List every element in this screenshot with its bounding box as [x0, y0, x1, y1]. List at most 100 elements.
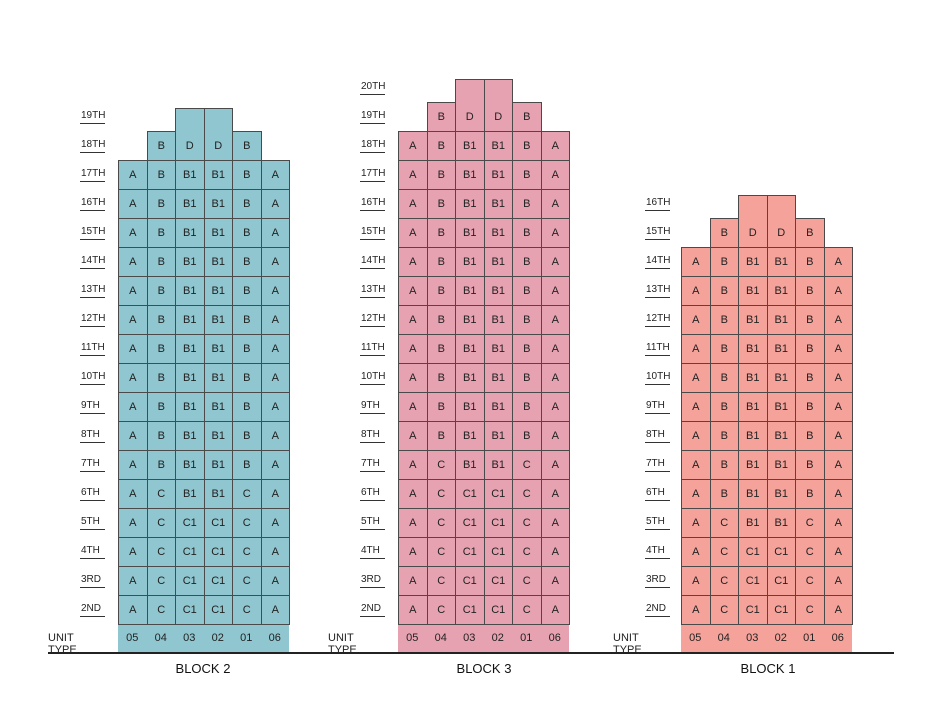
unit-type-cell: 05 — [118, 624, 147, 652]
unit-cell: B1 — [766, 479, 796, 509]
unit-cell: C1 — [455, 537, 485, 567]
unit-cell: C — [232, 537, 262, 567]
unit-cell: B — [146, 334, 176, 364]
floor-label: 2ND — [80, 603, 105, 617]
unit-cell: A — [118, 189, 148, 219]
unit-cell: B1 — [203, 189, 233, 219]
unit-cell: A — [398, 247, 428, 277]
unit-cell: C — [146, 537, 176, 567]
unit-cell: B — [512, 305, 542, 335]
unit-cell: A — [398, 566, 428, 596]
unit-cell: C — [232, 566, 262, 596]
block-name: BLOCK 1 — [740, 661, 796, 676]
floor-label: 5TH — [645, 516, 670, 530]
unit-cell: C — [512, 479, 542, 509]
unit-cell: C1 — [203, 537, 233, 567]
unit-cell: A — [260, 363, 290, 393]
unit-cell: A — [540, 508, 570, 538]
unit-cell: A — [260, 189, 290, 219]
floor-label: 13TH — [360, 284, 385, 298]
unit-type-cell: 01 — [512, 624, 541, 652]
unit-cell: B1 — [455, 421, 485, 451]
unit-cell: B1 — [738, 334, 768, 364]
unit-cell: A — [540, 131, 570, 161]
unit-cell: B1 — [738, 450, 768, 480]
floor-label: 9TH — [360, 400, 385, 414]
unit-cell: B — [512, 247, 542, 277]
unit-cell: B — [146, 392, 176, 422]
unit-cell: A — [118, 479, 148, 509]
unit-cell: B — [512, 218, 542, 248]
unit-cell: B1 — [455, 247, 485, 277]
unit-cell: A — [681, 305, 711, 335]
unit-cell: B1 — [175, 392, 205, 422]
unit-cell: D — [455, 102, 485, 132]
unit-cell: C1 — [455, 566, 485, 596]
unit-cell: A — [681, 537, 711, 567]
unit-cell: B1 — [203, 218, 233, 248]
unit-cell: A — [540, 334, 570, 364]
unit-cell: B1 — [483, 131, 513, 161]
unit-cell: A — [260, 334, 290, 364]
unit-cell: B1 — [203, 276, 233, 306]
unit-cell: A — [118, 218, 148, 248]
unit-type-cell: 04 — [146, 624, 175, 652]
unit-cell: B — [795, 421, 825, 451]
unit-cell: C — [146, 595, 176, 625]
unit-cell: C1 — [483, 479, 513, 509]
unit-type-cell: 06 — [260, 624, 289, 652]
unit-cell: C1 — [483, 508, 513, 538]
unit-type-cell: 01 — [795, 624, 824, 652]
unit-cell: B — [232, 392, 262, 422]
unit-type-cell: 05 — [398, 624, 427, 652]
unit-cell: B — [512, 363, 542, 393]
unit-cell: B — [709, 334, 739, 364]
floor-label: 2ND — [360, 603, 385, 617]
unit-cell: B — [232, 450, 262, 480]
unit-cell: B — [795, 363, 825, 393]
unit-cell: B1 — [738, 479, 768, 509]
unit-cell: B1 — [738, 392, 768, 422]
unit-cell: B1 — [766, 508, 796, 538]
unit-cell: B1 — [738, 305, 768, 335]
unit-cell: B1 — [738, 421, 768, 451]
unit-cell: B — [426, 363, 456, 393]
unit-cell: B1 — [175, 247, 205, 277]
unit-cell: A — [260, 537, 290, 567]
floor-label: 10TH — [80, 371, 105, 385]
unit-cell: A — [118, 450, 148, 480]
unit-type-cell: 04 — [426, 624, 455, 652]
unit-cell: C — [146, 479, 176, 509]
unit-cell: B — [512, 160, 542, 190]
block-name: BLOCK 3 — [456, 661, 512, 676]
unit-cell: A — [540, 537, 570, 567]
floor-label: 7TH — [80, 458, 105, 472]
unit-cell: A — [118, 363, 148, 393]
unit-cell: B — [146, 218, 176, 248]
unit-cell: A — [118, 334, 148, 364]
floor-label: 4TH — [645, 545, 670, 559]
unit-cell: C — [512, 508, 542, 538]
block-name: BLOCK 2 — [175, 661, 231, 676]
floor-label: 7TH — [645, 458, 670, 472]
unit-cell: A — [260, 595, 290, 625]
unit-cell: B1 — [203, 334, 233, 364]
unit-cell: B — [146, 160, 176, 190]
unit-cell: C — [426, 595, 456, 625]
unit-cell: B1 — [175, 305, 205, 335]
unit-cell: B1 — [483, 218, 513, 248]
unit-cell: C1 — [203, 595, 233, 625]
unit-cell: B1 — [455, 334, 485, 364]
unit-type-cell: 02 — [203, 624, 232, 652]
unit-cell: B — [426, 160, 456, 190]
floor-label: 3RD — [80, 574, 105, 588]
unit-cell: D — [483, 102, 513, 132]
unit-type-cell: 03 — [175, 624, 204, 652]
floor-label: 12TH — [80, 313, 105, 327]
unit-cell: B — [426, 392, 456, 422]
unit-cell: C1 — [766, 566, 796, 596]
unit-cell: B — [512, 276, 542, 306]
unit-cell: C1 — [738, 537, 768, 567]
floor-label: 3RD — [360, 574, 385, 588]
unit-cell: B — [146, 131, 176, 161]
